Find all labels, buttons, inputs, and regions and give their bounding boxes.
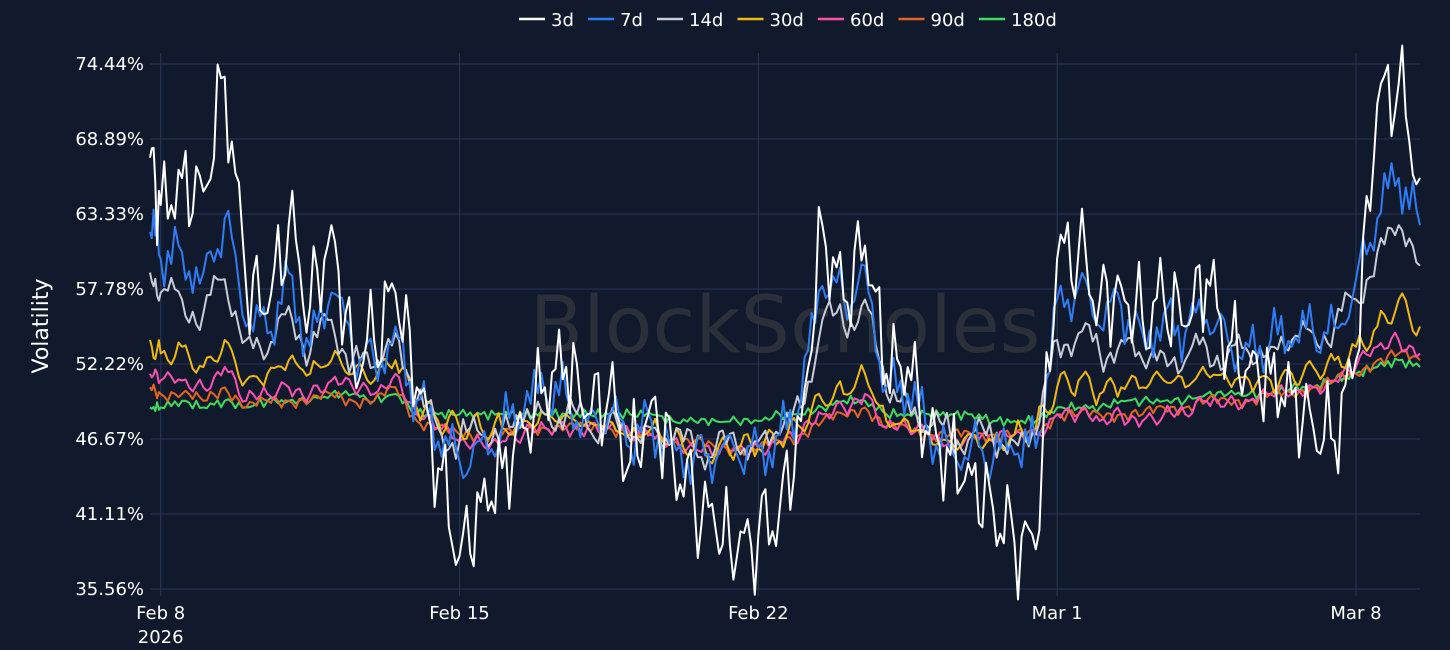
- series-line-30d: [149, 292, 1421, 465]
- legend-label: 7d: [620, 10, 643, 31]
- legend-label: 30d: [770, 10, 804, 31]
- y-tick-label: 52.22%: [75, 354, 144, 375]
- legend-label: 60d: [850, 10, 884, 31]
- legend-item-180d[interactable]: 180d: [979, 10, 1057, 31]
- y-tick-label: 74.44%: [75, 54, 144, 75]
- y-tick-label: 35.56%: [75, 579, 144, 600]
- grid-layer: [150, 53, 1420, 596]
- series-line-3d: [149, 44, 1421, 601]
- y-axis-title: Volatility: [29, 278, 54, 373]
- legend-item-14d[interactable]: 14d: [657, 10, 723, 31]
- legend-item-30d[interactable]: 30d: [737, 10, 804, 31]
- legend-label: 90d: [931, 10, 965, 31]
- legend-label: 3d: [551, 10, 574, 31]
- series-layer: [149, 44, 1421, 601]
- watermark-logo: BlockScholes: [530, 281, 1041, 371]
- legend-item-7d[interactable]: 7d: [588, 10, 643, 31]
- x-tick-year-label: 2026: [138, 627, 184, 648]
- legend-item-3d[interactable]: 3d: [519, 10, 574, 31]
- axis-layer: 35.56% 41.11% 46.67% 52.22% 57.78% 63.33% 68.8…: [75, 54, 1381, 648]
- y-tick-label: 68.89%: [75, 129, 144, 150]
- x-tick-label: Feb 8: [136, 603, 185, 624]
- legend[interactable]: 3d 7d 14d 30d 60d 90d 180d: [519, 10, 1057, 31]
- x-tick-label: Mar 1: [1032, 603, 1083, 624]
- legend-label: 14d: [689, 10, 723, 31]
- x-tick-label: Feb 22: [728, 603, 789, 624]
- x-tick-label: Mar 8: [1330, 603, 1381, 624]
- y-tick-label: 57.78%: [75, 279, 144, 300]
- legend-item-90d[interactable]: 90d: [898, 10, 965, 31]
- legend-item-60d[interactable]: 60d: [818, 10, 884, 31]
- series-line-180d: [149, 357, 1421, 427]
- x-tick-label: Feb 15: [429, 603, 490, 624]
- y-tick-label: 63.33%: [75, 204, 144, 225]
- y-tick-label: 41.11%: [75, 504, 144, 525]
- y-tick-label: 46.67%: [75, 429, 144, 450]
- legend-label: 180d: [1011, 10, 1057, 31]
